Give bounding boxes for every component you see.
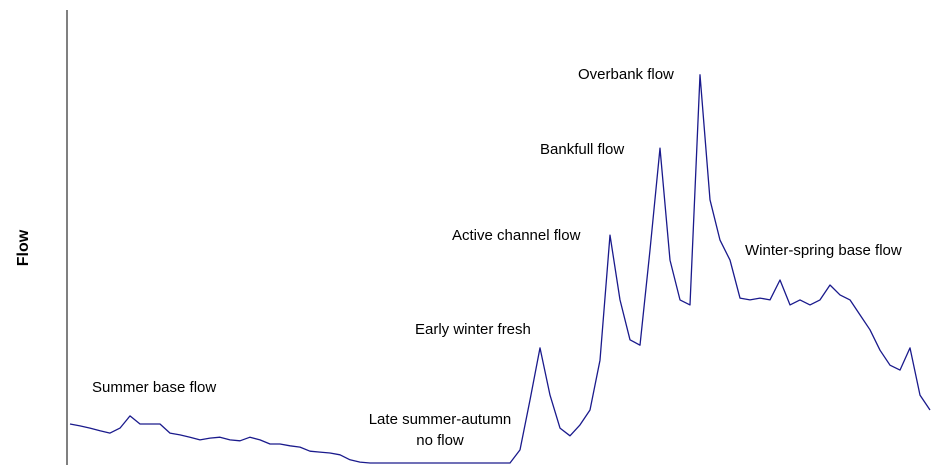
annotation: Bankfull flow bbox=[540, 141, 624, 158]
annotation: Early winter fresh bbox=[415, 321, 531, 338]
annotation: Winter-spring base flow bbox=[745, 242, 902, 259]
annotation: Summer base flow bbox=[92, 379, 216, 396]
annotation: Overbank flow bbox=[578, 66, 674, 83]
flow-line bbox=[69, 74, 931, 464]
annotation: no flow bbox=[416, 432, 464, 449]
annotation: Late summer-autumn bbox=[369, 411, 512, 428]
y-axis-label: Flow bbox=[15, 229, 32, 266]
annotation: Active channel flow bbox=[452, 227, 581, 244]
